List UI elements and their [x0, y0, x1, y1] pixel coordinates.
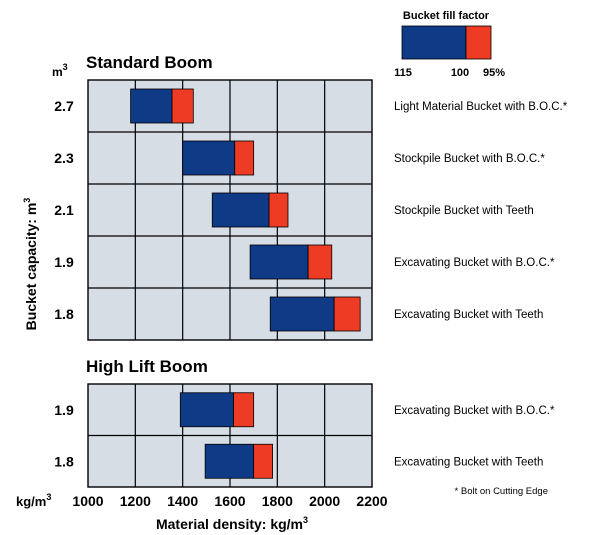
bar-fill-100-95 — [233, 392, 255, 428]
plot-panel-border — [87, 79, 373, 341]
bucket-label: Light Material Bucket with B.O.C.* — [394, 101, 568, 113]
x-axis-title-superscript: 3 — [303, 515, 308, 525]
group-title: Standard Boom — [86, 53, 213, 72]
bar-fill-100-95 — [253, 443, 274, 479]
bar-fill-100-95 — [234, 140, 255, 176]
capacity-label: 1.8 — [54, 306, 74, 322]
bar-fill-115-100 — [179, 392, 234, 428]
y-axis-title-superscript: 3 — [22, 198, 32, 203]
capacity-label: 2.1 — [54, 202, 74, 218]
x-unit-label-superscript: 3 — [46, 492, 51, 502]
bar-fill-115-100 — [269, 296, 335, 332]
y-axis-title: Bucket capacity: m3 — [22, 198, 39, 331]
x-axis-title-text: Material density: kg/m — [156, 516, 303, 532]
bucket-label: Excavating Bucket with Teeth — [394, 309, 543, 321]
x-tick-label: 1600 — [214, 493, 245, 509]
bar-fill-115-100 — [182, 140, 236, 176]
y-unit-label-superscript: 3 — [63, 62, 68, 72]
bar-fill-100-95 — [333, 296, 361, 332]
bar-fill-100-95 — [268, 192, 289, 228]
x-unit-label-text: kg/m — [16, 494, 46, 509]
x-tick-label: 1000 — [72, 493, 103, 509]
bar-fill-100-95 — [171, 88, 194, 124]
legend-label: 115 — [394, 67, 412, 79]
x-axis-title: Material density: kg/m3 — [156, 515, 308, 532]
legend-label: 95% — [483, 67, 505, 79]
x-tick-label: 2000 — [309, 493, 340, 509]
bar-fill-115-100 — [130, 88, 173, 124]
footnote: * Bolt on Cutting Edge — [455, 486, 548, 497]
capacity-label: 1.9 — [54, 402, 74, 418]
bucket-label: Excavating Bucket with B.O.C.* — [394, 257, 555, 269]
x-tick-label: 1400 — [167, 493, 198, 509]
y-unit-label: m3 — [52, 62, 68, 79]
bar-fill-115-100 — [249, 244, 309, 280]
group-title: High Lift Boom — [86, 357, 208, 376]
x-tick-label: 1800 — [262, 493, 293, 509]
bucket-label: Excavating Bucket with Teeth — [394, 456, 543, 468]
x-tick-label: 1200 — [120, 493, 151, 509]
bucket-label: Stockpile Bucket with B.O.C.* — [394, 153, 545, 165]
plot-panel-border — [87, 383, 373, 488]
y-axis-title-text: Bucket capacity: m — [23, 203, 39, 331]
legend-swatch-115-100 — [401, 25, 467, 60]
bar-fill-115-100 — [211, 192, 270, 228]
legend-swatch-100-95 — [465, 25, 492, 60]
legend-title: Bucket fill factor — [403, 10, 490, 22]
x-tick-label: 2200 — [356, 493, 387, 509]
bucket-label: Stockpile Bucket with Teeth — [394, 205, 534, 217]
bar-fill-100-95 — [307, 244, 333, 280]
x-unit-label: kg/m3 — [16, 492, 51, 509]
capacity-label: 1.9 — [54, 254, 74, 270]
bucket-label: Excavating Bucket with B.O.C.* — [394, 405, 555, 417]
capacity-label: 2.3 — [54, 150, 74, 166]
capacity-label: 1.8 — [54, 453, 74, 469]
capacity-label: 2.7 — [54, 98, 74, 114]
legend-label: 100 — [451, 67, 469, 79]
y-unit-label-text: m — [52, 65, 63, 79]
bar-fill-115-100 — [204, 443, 255, 479]
